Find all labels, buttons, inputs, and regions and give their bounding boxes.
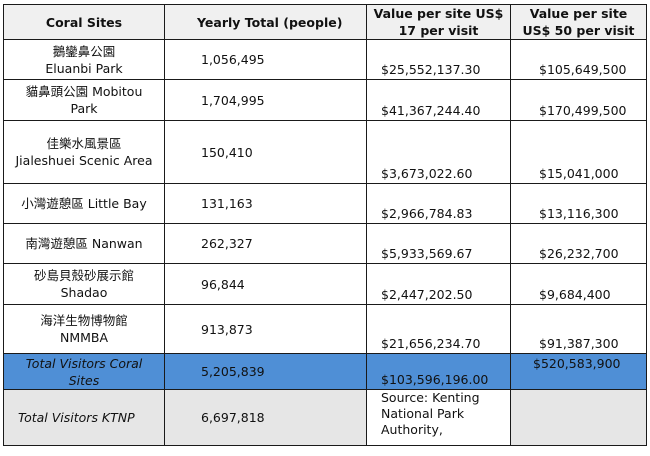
value-50: $105,649,500 — [510, 39, 647, 80]
site-name-zh: 鵝鑾鼻公園 — [52, 43, 116, 59]
site-name-en: Shadao — [60, 285, 108, 300]
header-value-50: Value per site US$ 50 per visit — [510, 4, 647, 40]
coral-sites-table: Coral Sites Yearly Total (people) Value … — [3, 4, 647, 446]
site-name-zh: 貓鼻頭公園 Mobitou — [25, 84, 143, 99]
table-row: 海洋生物博物館 NMMBA 913,873 $21,656,234.70 $91… — [3, 304, 647, 354]
site-name: 南灣遊憩區 Nanwan — [3, 223, 165, 264]
header-yearly-total: Yearly Total (people) — [164, 4, 367, 40]
summary-value-50: $520,583,900 — [510, 353, 647, 390]
site-name: 小灣遊憩區 Little Bay — [3, 183, 165, 224]
value-50: $26,232,700 — [510, 223, 647, 264]
site-name-zh: 海洋生物博物館 — [40, 313, 128, 328]
yearly-total: 150,410 — [164, 120, 367, 184]
site-name-zh: 佳樂水風景區 — [46, 136, 122, 151]
yearly-total: 1,704,995 — [164, 79, 367, 121]
site-name-en: Park — [70, 101, 98, 116]
header-value-17-line2: 17 per visit — [398, 23, 479, 38]
value-17: $5,933,569.67 — [366, 223, 511, 264]
value-17: $3,673,022.60 — [366, 120, 511, 184]
source-line2: National Park — [381, 406, 465, 421]
value-17: $2,966,784.83 — [366, 183, 511, 224]
header-value-50-line1: Value per site — [529, 6, 628, 21]
site-name: 佳樂水風景區 Jialeshuei Scenic Area — [3, 120, 165, 184]
site-name-en: Eluanbi Park — [45, 60, 123, 76]
source-line1: Source: Kenting — [381, 390, 480, 405]
table-row: 南灣遊憩區 Nanwan 262,327 $5,933,569.67 $26,2… — [3, 223, 647, 264]
ktnp-label: Total Visitors KTNP — [3, 389, 165, 446]
table-row: 鵝鑾鼻公園 Eluanbi Park 1,056,495 $25,552,137… — [3, 39, 647, 80]
summary-total: 5,205,839 — [164, 353, 367, 390]
summary-label: Total Visitors Coral Sites — [3, 353, 165, 390]
yearly-total: 913,873 — [164, 304, 367, 354]
header-coral-sites: Coral Sites — [3, 4, 165, 40]
table-row: 貓鼻頭公園 Mobitou Park 1,704,995 $41,367,244… — [3, 79, 647, 121]
site-name-en: NMMBA — [59, 330, 109, 345]
summary-value-17: $103,596,196.00 — [366, 353, 511, 390]
site-name-en: Jialeshuei Scenic Area — [15, 153, 153, 168]
yearly-total: 131,163 — [164, 183, 367, 224]
site-name-zh: 小灣遊憩區 Little Bay — [21, 196, 147, 211]
yearly-total: 262,327 — [164, 223, 367, 264]
empty-cell — [510, 389, 647, 446]
yearly-total: 96,844 — [164, 263, 367, 305]
site-name: 海洋生物博物館 NMMBA — [3, 304, 165, 354]
source-note: Source: Kenting National Park Authority, — [366, 389, 511, 446]
table-row: 砂島貝殼砂展示館 Shadao 96,844 $2,447,202.50 $9,… — [3, 263, 647, 305]
value-17: $25,552,137.30 — [366, 39, 511, 80]
value-50: $13,116,300 — [510, 183, 647, 224]
value-50: $15,041,000 — [510, 120, 647, 184]
table-row: 小灣遊憩區 Little Bay 131,163 $2,966,784.83 $… — [3, 183, 647, 224]
table-row: 佳樂水風景區 Jialeshuei Scenic Area 150,410 $3… — [3, 120, 647, 184]
site-name: 砂島貝殼砂展示館 Shadao — [3, 263, 165, 305]
summary-label-line1: Total Visitors Coral — [25, 355, 143, 371]
value-50: $9,684,400 — [510, 263, 647, 305]
site-name-zh: 南灣遊憩區 Nanwan — [25, 236, 143, 251]
header-row: Coral Sites Yearly Total (people) Value … — [3, 4, 647, 40]
source-line3: Authority, — [381, 422, 443, 437]
header-value-50-line2: US$ 50 per visit — [522, 23, 635, 38]
site-name-zh: 砂島貝殼砂展示館 — [33, 268, 134, 283]
site-name: 鵝鑾鼻公園 Eluanbi Park — [3, 39, 165, 80]
summary-row: Total Visitors Coral Sites 5,205,839 $10… — [3, 353, 647, 390]
site-name: 貓鼻頭公園 Mobitou Park — [3, 79, 165, 121]
ktnp-row: Total Visitors KTNP 6,697,818 Source: Ke… — [3, 389, 647, 446]
value-17: $41,367,244.40 — [366, 79, 511, 121]
ktnp-total: 6,697,818 — [164, 389, 367, 446]
value-17: $2,447,202.50 — [366, 263, 511, 305]
value-50: $91,387,300 — [510, 304, 647, 354]
header-value-17: Value per site US$ 17 per visit — [366, 4, 511, 40]
header-value-17-line1: Value per site US$ — [373, 6, 504, 21]
yearly-total: 1,056,495 — [164, 39, 367, 80]
value-17: $21,656,234.70 — [366, 304, 511, 354]
value-50: $170,499,500 — [510, 79, 647, 121]
summary-label-line2: Sites — [68, 372, 100, 388]
